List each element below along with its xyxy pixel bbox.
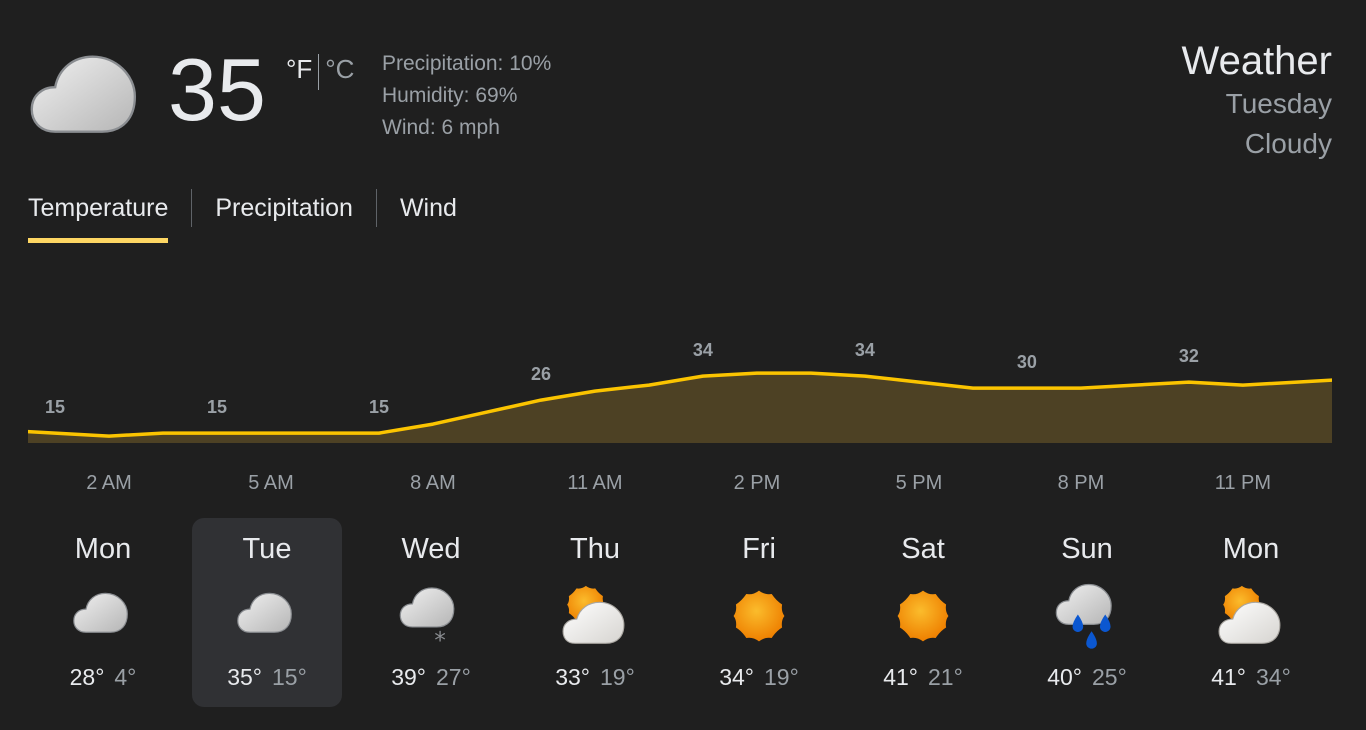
cloudy-icon bbox=[227, 578, 307, 654]
temperature-area bbox=[28, 373, 1332, 443]
day-temps: 33° 19° bbox=[520, 664, 670, 691]
wind-text: Wind: 6 mph bbox=[382, 116, 500, 139]
high-temp: 33° bbox=[555, 664, 590, 690]
temperature-line bbox=[28, 371, 1332, 438]
day-name: Mon bbox=[74, 533, 132, 565]
value-label: 32 bbox=[1179, 346, 1199, 366]
tab-temperature[interactable]: Temperature bbox=[28, 186, 169, 243]
partly-cloudy-icon bbox=[1211, 578, 1291, 654]
cloudy-icon bbox=[63, 578, 143, 654]
sunny-icon bbox=[883, 578, 963, 654]
temperature-chart: 15 15 15 26 34 34 30 32 2 AM 5 AM 8 AM 11 AM 2 PM 5 … bbox=[28, 340, 1332, 494]
day-name: Tue bbox=[242, 533, 292, 565]
day-temps: 34° 19° bbox=[684, 664, 834, 691]
time-tick-label: 11 AM bbox=[567, 472, 622, 494]
time-tick-label: 8 PM bbox=[1058, 472, 1105, 494]
value-label: 26 bbox=[531, 364, 551, 384]
high-temp: 28° bbox=[69, 664, 105, 690]
time-tick-label: 5 PM bbox=[896, 472, 943, 494]
low-temp: 34° bbox=[1256, 664, 1291, 690]
tab-divider bbox=[191, 189, 193, 227]
value-label: 30 bbox=[1017, 352, 1037, 372]
forecast-day-wed[interactable]: Wed * 39° 27° bbox=[356, 518, 506, 707]
day-name: Sun bbox=[1061, 533, 1113, 565]
time-tick-label: 5 AM bbox=[248, 472, 294, 494]
day-name: Wed bbox=[401, 533, 461, 565]
value-label: 34 bbox=[693, 340, 713, 360]
tab-wind[interactable]: Wind bbox=[399, 194, 457, 222]
value-label: 15 bbox=[369, 397, 389, 417]
weather-details: Precipitation: 10% Humidity: 69% Wind: 6… bbox=[382, 48, 551, 144]
cloudy-icon bbox=[28, 52, 148, 134]
weather-day: Tuesday bbox=[1225, 88, 1332, 119]
day-temps: 28° 4° bbox=[28, 664, 178, 691]
snow-cloud-icon: * bbox=[391, 578, 471, 654]
forecast-day-mon[interactable]: Mon 41° 34° bbox=[1176, 518, 1326, 707]
precipitation-text: Precipitation: 10% bbox=[382, 52, 552, 75]
day-name: Mon bbox=[1222, 533, 1280, 565]
high-temp: 39° bbox=[391, 664, 426, 690]
low-temp: 27° bbox=[436, 664, 471, 690]
value-label: 34 bbox=[855, 340, 875, 360]
chart-tabs: Temperature Precipitation Wind bbox=[28, 186, 457, 243]
humidity-text: Humidity: 69% bbox=[382, 84, 518, 107]
forecast-day-sun[interactable]: Sun 40° 25° bbox=[1012, 518, 1162, 707]
time-tick-label: 2 AM bbox=[86, 472, 132, 494]
low-temp: 21° bbox=[928, 664, 963, 690]
daily-forecast: Mon 28° 4° Tue 35° 15° Wed * 39° 27° Thu 33° 19° Fri 3… bbox=[28, 518, 1340, 707]
value-label: 15 bbox=[45, 397, 65, 417]
high-temp: 34° bbox=[719, 664, 754, 690]
weather-title: Weather bbox=[1181, 39, 1332, 83]
day-name: Sat bbox=[901, 533, 945, 565]
unit-toggle: °F °C bbox=[286, 54, 354, 90]
low-temp: 4° bbox=[114, 664, 137, 690]
high-temp: 35° bbox=[227, 664, 262, 690]
forecast-day-tue[interactable]: Tue 35° 15° bbox=[192, 518, 342, 707]
value-label: 15 bbox=[207, 397, 227, 417]
forecast-day-thu[interactable]: Thu 33° 19° bbox=[520, 518, 670, 707]
low-temp: 15° bbox=[272, 664, 307, 690]
svg-text:*: * bbox=[434, 628, 445, 654]
day-temps: 35° 15° bbox=[192, 664, 342, 691]
low-temp: 25° bbox=[1092, 664, 1127, 690]
forecast-day-sat[interactable]: Sat 41° 21° bbox=[848, 518, 998, 707]
high-temp: 41° bbox=[1211, 664, 1246, 690]
tab-divider bbox=[375, 189, 377, 227]
high-temp: 41° bbox=[883, 664, 918, 690]
forecast-day-mon[interactable]: Mon 28° 4° bbox=[28, 518, 178, 707]
day-temps: 41° 21° bbox=[848, 664, 998, 691]
unit-divider bbox=[318, 54, 320, 90]
time-tick-label: 2 PM bbox=[734, 472, 781, 494]
partly-cloudy-icon bbox=[555, 578, 635, 654]
day-name: Thu bbox=[570, 533, 620, 565]
day-temps: 40° 25° bbox=[1012, 664, 1162, 691]
sunny-icon bbox=[719, 578, 799, 654]
weather-condition: Cloudy bbox=[1244, 128, 1332, 159]
rain-cloud-icon bbox=[1047, 578, 1127, 654]
time-tick-label: 8 AM bbox=[410, 472, 456, 494]
tab-precipitation[interactable]: Precipitation bbox=[215, 194, 353, 222]
fahrenheit-button[interactable]: °F bbox=[286, 54, 313, 84]
weather-header: Weather Tuesday Cloudy bbox=[1182, 38, 1332, 164]
current-temperature: 35 bbox=[168, 40, 266, 139]
low-temp: 19° bbox=[764, 664, 799, 690]
day-temps: 41° 34° bbox=[1176, 664, 1326, 691]
high-temp: 40° bbox=[1047, 664, 1082, 690]
day-name: Fri bbox=[742, 533, 776, 565]
low-temp: 19° bbox=[600, 664, 635, 690]
day-temps: 39° 27° bbox=[356, 664, 506, 691]
time-tick-label: 11 PM bbox=[1215, 472, 1271, 494]
forecast-day-fri[interactable]: Fri 34° 19° bbox=[684, 518, 834, 707]
celsius-button[interactable]: °C bbox=[325, 54, 355, 84]
